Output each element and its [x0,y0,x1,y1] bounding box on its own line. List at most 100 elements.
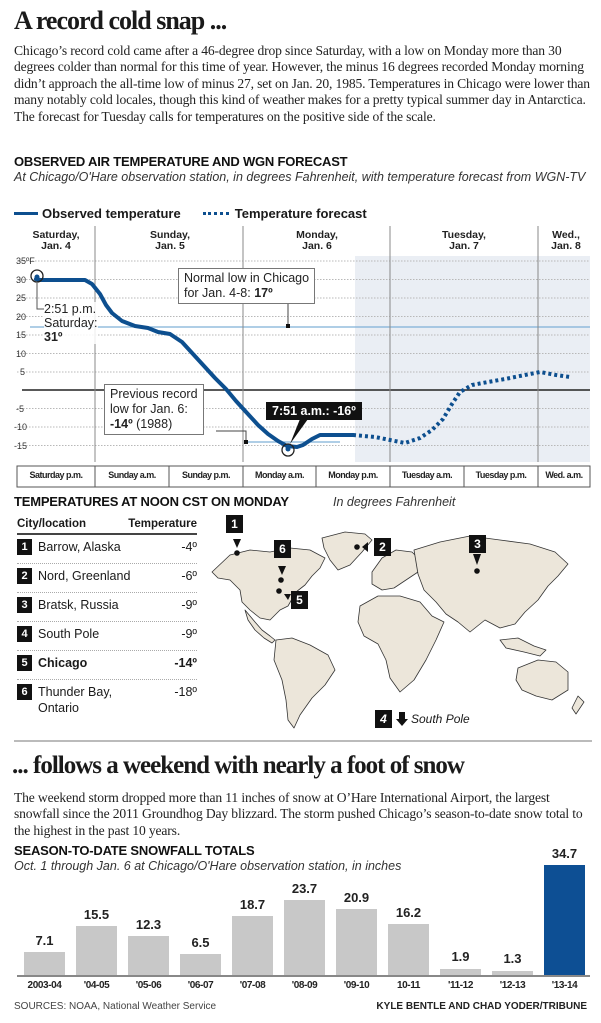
table-row: 6 Thunder Bay, Ontario -18º [17,680,197,720]
south-america-shape [273,637,336,729]
low-temperature-callout: 7:51 a.m.: -16º [266,402,362,420]
headline-record-cold: A record cold snap ... [14,6,227,35]
headline-snow: ... follows a weekend with nearly a foot… [12,752,465,779]
city-name: Bratsk, Russia [38,598,119,612]
day-dividers [94,226,539,462]
day-label-line: Tuesday, [442,229,486,241]
bar-value: 20.9 [343,890,370,905]
map-marker-1: 1 [226,515,243,533]
period-label: Saturday p.m. [29,470,83,480]
bar-fill [24,952,65,975]
day-label-wednesday: Wed., Jan. 8 [540,230,592,252]
location-dot-thunder-bay-icon [278,577,284,583]
temperature-line-chart: 35ºF 30 25 20 15 10 5 -5 -10 -15 [14,226,591,488]
y-tick: 5 [20,367,25,377]
day-label-line: Jan. 8 [551,240,581,252]
down-arrow-icon [396,712,408,726]
period-row [16,465,591,488]
section-divider [14,740,592,742]
snowfall-chart-subtitle: Oct. 1 through Jan. 6 at Chicago/O'Hare … [14,859,402,873]
bar-x-label: '05-06 [135,980,162,991]
map-pointer-icon [284,594,291,600]
forecast-dotted-swatch-icon [202,212,229,215]
location-dot-nord-icon [354,544,360,550]
bar-x-label: '12-13 [499,980,526,991]
period-label: Monday p.m. [328,470,378,480]
city-name: Chicago [38,656,88,670]
bar-11-12: 1.9 [440,949,481,975]
bar-value: 6.5 [191,935,210,950]
period-label: Tuesday a.m. [401,470,453,480]
city-name: Ontario [38,701,79,715]
day-label-line: Monday, [296,229,338,241]
bar-fill [180,954,221,975]
rank-badge: 4 [17,626,32,642]
normal-low-annotation: Normal low in Chicago for Jan. 4-8: 17º [178,268,316,304]
city-temperature-table: City/location Temperature 1 Barrow, Alask… [17,518,197,720]
annotation-text: Previous record [110,387,198,401]
bar-value: 23.7 [291,881,318,896]
record-low-annotation: Previous record low for Jan. 6: -14º (19… [104,384,204,435]
bar-04-05: 15.5 [76,907,117,975]
annotation-text: Normal low in Chicago [184,271,310,285]
asia-shape [413,535,569,633]
start-annotation-leader [36,283,44,310]
bar-value: 18.7 [239,897,266,912]
annotation-text: low for Jan. 6: [110,402,188,416]
greenland-shape [321,531,373,571]
low-point-marker-icon [281,443,295,457]
rank-badge: 5 [17,655,32,671]
city-name: South Pole [38,627,100,641]
observed-temperature-line [34,277,355,449]
day-label-line: Jan. 5 [155,240,185,252]
annotation-text: for Jan. 4-8: [184,286,255,300]
bar-13-14-highlight: 34.7 [544,846,585,975]
y-axis-ticks: 35ºF 30 25 20 15 10 5 -5 -10 -15 [14,256,35,451]
map-marker-6: 6 [274,540,291,558]
annotation-text: Saturday: [44,316,98,330]
period-label: Sunday p.m. [181,470,231,480]
bar-07-08: 18.7 [232,897,273,975]
y-tick: 10 [16,349,26,359]
location-dot-chicago-icon [276,588,282,594]
bar-x-label: '09-10 [343,980,370,991]
bar-08-09: 23.7 [284,881,325,975]
bar-value: 7.1 [35,933,54,948]
bar-fill [336,909,377,975]
snowfall-chart-title: SEASON-TO-DATE SNOWFALL TOTALS [14,843,255,858]
central-america-shape [244,609,276,644]
bar-fill [388,924,429,975]
australia-shape [515,659,569,701]
south-pole-marker: 4 South Pole [375,710,470,728]
bar-fill [76,926,117,975]
bar-x-label: '13-14 [551,980,578,991]
indonesia-shape [499,637,547,657]
start-point-dot-icon [34,274,40,280]
table-row: 2 Nord, Greenland -6º [17,564,197,593]
column-header-temperature: Temperature [128,518,197,530]
intro-paragraph-cold: Chicago’s record cold came after a 46-de… [14,43,590,124]
table-header: City/location Temperature [17,518,197,535]
annotation-value: 17º [254,286,273,300]
city-name: Barrow, Alaska [38,540,121,554]
north-america-shape [211,547,326,621]
map-pointer-icon [278,566,286,575]
period-label: Sunday a.m. [108,470,156,480]
city-temperature: -14º [174,656,197,670]
y-tick: 30 [16,275,26,285]
low-point-dot-icon [285,446,291,452]
y-tick: -10 [14,422,27,432]
bar-x-label: '06-07 [187,980,214,991]
south-pole-label: South Pole [411,712,470,726]
annotation-value: 31º [44,330,63,344]
bar-12-13: 1.3 [492,951,533,975]
bar-fill [440,969,481,975]
day-label-line: Saturday, [32,229,80,241]
map-marker-4: 4 [375,710,392,728]
map-marker-3: 3 [469,535,486,553]
city-temperature: -9º [181,598,197,612]
map-pointer-icon [473,554,481,565]
europe-shape [371,549,423,591]
y-tick: 25 [16,293,26,303]
intro-paragraph-snow: The weekend storm dropped more than 11 i… [14,790,583,838]
